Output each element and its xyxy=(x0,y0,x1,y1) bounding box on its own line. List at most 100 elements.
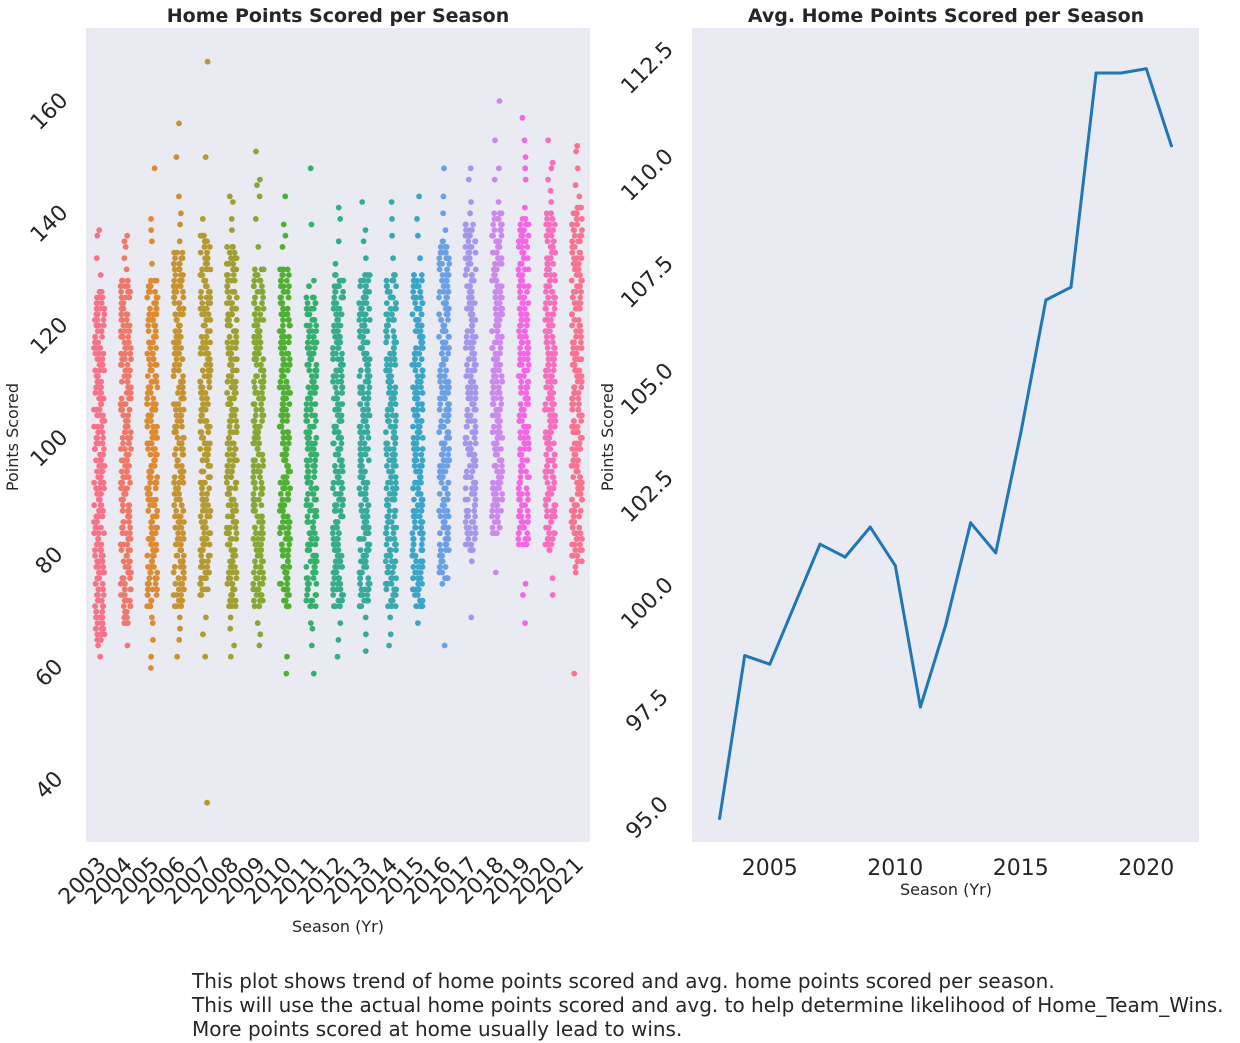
strip-point xyxy=(520,294,527,301)
strip-point xyxy=(260,317,267,323)
strip-point xyxy=(577,300,584,306)
strip-point xyxy=(412,451,419,458)
strip-y-axis-label: Points Scored xyxy=(3,383,22,491)
strip-point xyxy=(176,238,183,245)
strip-point xyxy=(101,485,107,492)
strip-point xyxy=(357,440,364,447)
strip-point xyxy=(339,597,345,604)
strip-point xyxy=(251,277,258,284)
strip-point xyxy=(542,434,549,441)
strip-point xyxy=(122,446,128,452)
strip-point xyxy=(464,328,471,334)
strip-point xyxy=(525,345,532,351)
strip-point xyxy=(96,491,102,497)
strip-point xyxy=(306,519,312,525)
strip-point xyxy=(205,558,211,565)
strip-point xyxy=(365,446,371,452)
strip-point xyxy=(285,530,292,537)
strip-point xyxy=(465,390,471,396)
strip-point xyxy=(365,457,372,464)
strip-point xyxy=(144,390,151,396)
strip-point xyxy=(545,524,552,531)
strip-point xyxy=(148,597,155,604)
strip-point xyxy=(100,603,106,610)
strip-point xyxy=(360,552,367,559)
strip-point xyxy=(172,272,179,278)
strip-point xyxy=(520,356,527,363)
strip-point xyxy=(227,356,234,363)
strip-point xyxy=(360,339,367,346)
strip-point xyxy=(549,474,556,480)
strip-point xyxy=(278,541,285,548)
strip-point xyxy=(495,474,502,480)
strip-point xyxy=(179,390,186,396)
strip-point xyxy=(390,328,397,334)
strip-series xyxy=(356,199,373,654)
strip-point xyxy=(495,479,501,486)
strip-point xyxy=(149,260,155,267)
strip-point xyxy=(521,446,528,452)
strip-point xyxy=(542,401,549,407)
strip-point xyxy=(523,390,529,396)
strip-point xyxy=(467,547,474,553)
strip-point xyxy=(306,328,313,334)
strip-point xyxy=(285,317,292,323)
strip-point xyxy=(256,547,263,553)
strip-point xyxy=(205,401,211,407)
strip-point xyxy=(392,423,399,430)
strip-point xyxy=(96,406,103,413)
strip-point xyxy=(99,569,105,576)
strip-point xyxy=(416,513,423,520)
strip-point xyxy=(466,244,473,250)
strip-point xyxy=(365,361,372,368)
strip-point xyxy=(445,390,452,396)
avg-point xyxy=(818,542,822,546)
strip-point xyxy=(228,373,235,379)
strip-point xyxy=(308,603,314,610)
strip-point xyxy=(119,277,126,284)
strip-point xyxy=(357,446,364,452)
strip-series xyxy=(197,58,214,806)
strip-point xyxy=(96,227,103,234)
strip-point xyxy=(573,530,580,537)
strip-point xyxy=(571,300,578,306)
strip-point xyxy=(441,440,448,447)
strip-point xyxy=(251,333,257,340)
strip-point xyxy=(356,569,363,576)
strip-point xyxy=(226,446,233,452)
strip-point xyxy=(439,249,446,256)
strip-point xyxy=(96,496,103,503)
strip-point xyxy=(286,333,292,340)
strip-point xyxy=(232,502,239,509)
strip-point xyxy=(516,361,523,368)
strip-point xyxy=(178,463,185,469)
strip-point xyxy=(100,507,106,514)
strip-point xyxy=(94,519,100,525)
strip-point xyxy=(310,463,316,469)
strip-point xyxy=(176,637,183,643)
strip-point xyxy=(489,524,496,531)
strip-point xyxy=(253,406,260,413)
strip-point xyxy=(436,373,443,379)
avg-point xyxy=(793,602,797,606)
strip-point xyxy=(415,485,422,492)
strip-point xyxy=(443,496,449,503)
strip-point xyxy=(516,283,523,290)
strip-point xyxy=(332,541,338,548)
strip-point xyxy=(228,440,235,447)
strip-point xyxy=(410,423,416,430)
strip-point xyxy=(203,333,210,340)
strip-point xyxy=(176,193,182,200)
strip-point xyxy=(365,502,372,509)
strip-point xyxy=(389,451,396,458)
strip-point xyxy=(470,277,477,284)
strip-point xyxy=(414,446,421,452)
strip-point xyxy=(154,423,160,430)
strip-point xyxy=(472,496,479,503)
strip-point xyxy=(312,367,318,374)
strip-point xyxy=(520,249,527,256)
strip-point xyxy=(205,367,212,374)
strip-point xyxy=(251,384,258,391)
strip-point xyxy=(545,356,552,363)
strip-point xyxy=(175,457,181,464)
